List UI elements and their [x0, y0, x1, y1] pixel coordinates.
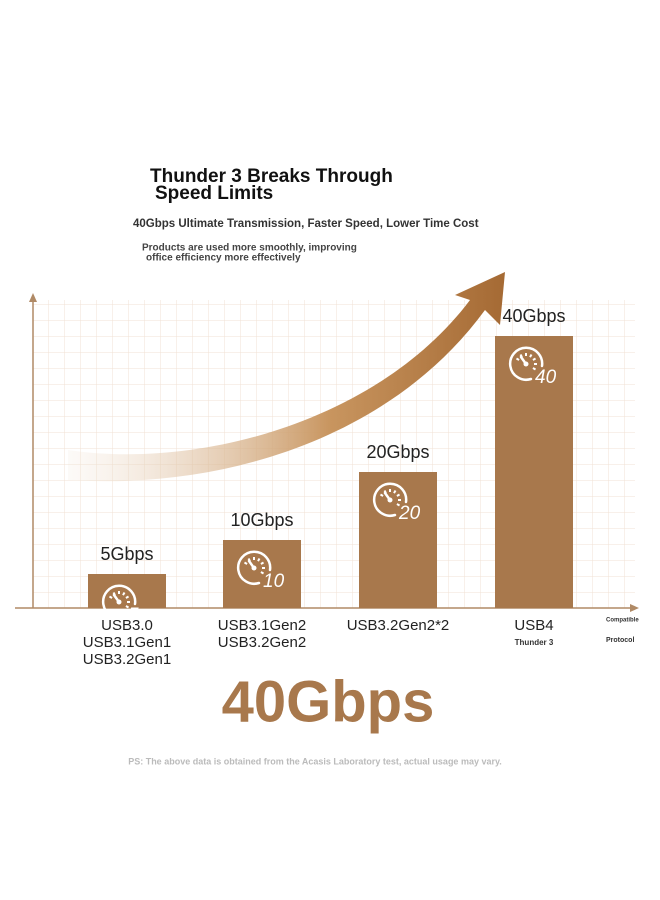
gauge-tick	[529, 353, 533, 358]
value-label: 40Gbps	[502, 306, 565, 326]
gauge-hub	[251, 565, 257, 571]
gauge-icon: 40	[508, 346, 557, 388]
gauge-hub	[523, 361, 529, 367]
gauge-icon: 20	[372, 482, 421, 524]
x-tick-label: USB3.1Gen1	[83, 634, 171, 651]
x-tick-label: USB3.1Gen2	[218, 617, 306, 634]
bar	[495, 336, 573, 608]
subtitle: 40Gbps Ultimate Transmission, Faster Spe…	[133, 218, 479, 230]
gauge-value: 10	[263, 571, 285, 592]
value-label: 10Gbps	[230, 510, 293, 530]
headline: 40Gbps	[222, 669, 435, 734]
gauge-tick	[393, 489, 397, 494]
gauge-tick	[108, 595, 113, 599]
footnote: PS: The above data is obtained from the …	[128, 756, 502, 766]
gauge-ring	[508, 346, 544, 381]
value-label: 20Gbps	[366, 442, 429, 462]
gauge-tick	[257, 557, 261, 562]
gauge-hub	[116, 599, 122, 605]
gauge-ring	[372, 482, 408, 517]
bar	[223, 540, 301, 608]
gauge-tick	[396, 493, 401, 497]
gauge-hub	[387, 497, 393, 503]
x-axis-label: Protocol	[606, 637, 634, 644]
gauge-tick	[260, 561, 265, 565]
x-tick-label: USB3.2Gen1	[83, 651, 171, 668]
x-tick-label: USB4	[514, 617, 553, 634]
x-tick-label: USB3.2Gen2*2	[347, 617, 450, 634]
x-axis-arrow	[630, 604, 639, 612]
gauge-tick	[532, 357, 537, 361]
gauge-value: 5	[128, 605, 139, 626]
gauge-tick	[532, 367, 537, 371]
gauge-tick	[125, 595, 130, 599]
gauge-value: 20	[398, 503, 421, 524]
gauge-tick	[379, 493, 384, 497]
gauge-tick	[243, 561, 248, 565]
gauge-ring	[236, 550, 272, 585]
gauge-tick	[260, 571, 265, 575]
gauge-tick	[396, 503, 401, 507]
gauge-icon: 10	[236, 550, 285, 592]
gauge-tick	[125, 605, 130, 609]
gauge-icon: 5	[101, 584, 139, 626]
title: Thunder 3 Breaks Through	[150, 166, 393, 187]
x-axis-label: Compatible	[606, 618, 639, 624]
title: Speed Limits	[155, 183, 273, 204]
description: Products are used more smoothly, improvi…	[142, 243, 357, 254]
gauge-value: 40	[535, 367, 557, 388]
gauge-tick	[122, 591, 126, 596]
x-tick-label: USB3.0	[101, 617, 153, 634]
x-tick-note: Thunder 3	[515, 638, 554, 647]
value-label: 5Gbps	[100, 544, 153, 564]
gauge-tick	[515, 357, 520, 361]
bar	[359, 472, 437, 608]
growth-arrow	[68, 272, 505, 482]
x-tick-label: USB3.2Gen2	[218, 634, 306, 651]
y-axis-arrow	[29, 293, 37, 302]
gauge-ring	[101, 584, 137, 619]
description: office efficiency more effectively	[146, 253, 301, 264]
